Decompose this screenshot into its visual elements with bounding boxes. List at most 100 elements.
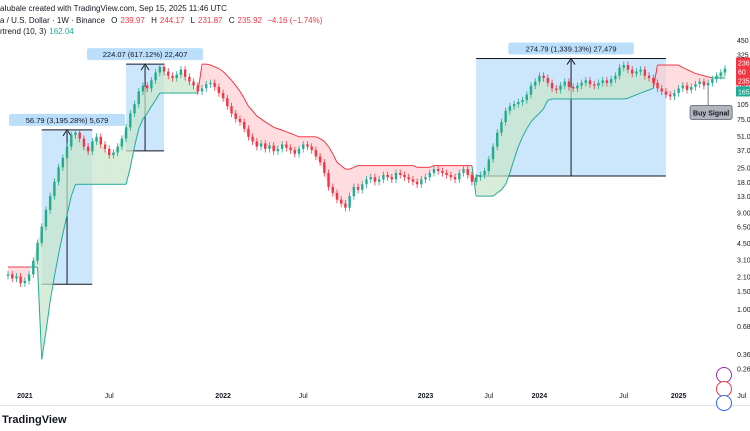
supertrend-line [509,159,515,174]
candle-body [339,199,343,204]
supertrend-line [256,115,262,120]
candle-body [32,260,35,275]
supertrend-zone [299,136,304,149]
candle-body [230,106,233,114]
candle-body [23,280,27,284]
supertrend-zone [695,73,700,85]
supertrend-line [429,165,435,168]
supertrend-zone [142,85,148,119]
supertrend-line [539,108,545,114]
candle-body [167,71,170,76]
supertrend-zone [632,71,637,97]
candle-body [479,174,482,178]
supertrend-line [150,99,157,107]
supertrend-line [226,75,232,81]
supertrend-zone [602,80,607,99]
candle-body [437,169,440,171]
x-tick-label: 2023 [418,393,434,400]
candle-body [61,157,65,168]
candle-body [538,75,541,82]
supertrend-line [290,132,295,136]
open-value: 239.97 [120,16,145,25]
candle-body [327,172,330,187]
supertrend-zone [189,81,194,94]
supertrend-line [636,92,641,96]
supertrend-line [323,141,329,147]
x-tick-label: Jul [619,393,628,400]
supertrend-line [340,165,346,170]
supertrend-line [214,66,220,70]
supertrend-zone [58,157,63,254]
supertrend-zone [273,127,278,152]
y-tick-label: 1.00 [737,307,750,314]
candle-body [517,102,520,105]
candle-body [512,104,516,107]
supertrend-zone [172,74,177,94]
supertrend-zone [96,136,101,185]
supertrend-line [534,113,540,118]
supertrend-line [644,89,650,92]
supertrend-zone [113,146,118,185]
supertrend-line [37,266,43,360]
candle-body [297,148,301,154]
candle-body [394,172,398,180]
supertrend-zone [585,80,591,99]
supertrend-zone [636,69,641,95]
candle-body [264,143,267,149]
candle-body [563,81,566,86]
candle-body [141,85,145,92]
supertrend-line [652,64,659,89]
supertrend-zone [75,132,80,185]
candle-body [424,177,427,180]
candle-body [40,226,43,243]
candle-body [525,94,528,101]
x-tick-label: 2021 [17,393,33,400]
candle-body [124,127,128,139]
candle-body [373,177,377,182]
supertrend-line [501,184,507,191]
supertrend-zone [691,71,696,87]
supertrend-zone [83,146,89,185]
candle-body [719,72,722,76]
candle-body [377,179,381,182]
settings-icon[interactable] [716,395,732,411]
candle-body [390,177,394,180]
supertrend-line [222,71,228,77]
candle-body [550,82,554,89]
supertrend-line [235,85,241,92]
supertrend-zone [509,104,515,173]
candle-body [238,118,242,122]
candle-body [711,79,714,83]
candle-body [635,71,638,74]
supertrend-zone [105,148,110,185]
supertrend-line [328,146,334,155]
supertrend-line [206,63,211,66]
buy-signal-bg [689,105,733,121]
supertrend-line [471,165,477,197]
candle-body [99,136,102,145]
candle-body [310,146,313,151]
candle-body [91,141,94,152]
supertrend-zone [100,144,106,185]
candle-body [251,136,254,142]
supertrend-zone [573,85,578,99]
supertrend-zone [353,165,359,190]
supertrend-line [640,90,646,94]
x-tick-label: Jul [105,393,114,400]
supertrend-zone [202,64,207,89]
supertrend-zone [366,165,371,180]
candle-body [491,146,495,160]
supertrend-zone [396,165,401,175]
supertrend-line [41,331,47,360]
y-tick-label: 4.50 [737,241,750,248]
supertrend-line [155,92,161,101]
supertrend-line [707,76,713,79]
measure-arrow-head [140,63,150,71]
candle-body [19,276,22,284]
candle-body [86,146,90,152]
candle-body [234,113,237,119]
supertrend-line [49,276,55,302]
measure-label: 224.07 (617.12%) 22,407 [103,50,188,59]
supertrend-zone [594,82,599,99]
